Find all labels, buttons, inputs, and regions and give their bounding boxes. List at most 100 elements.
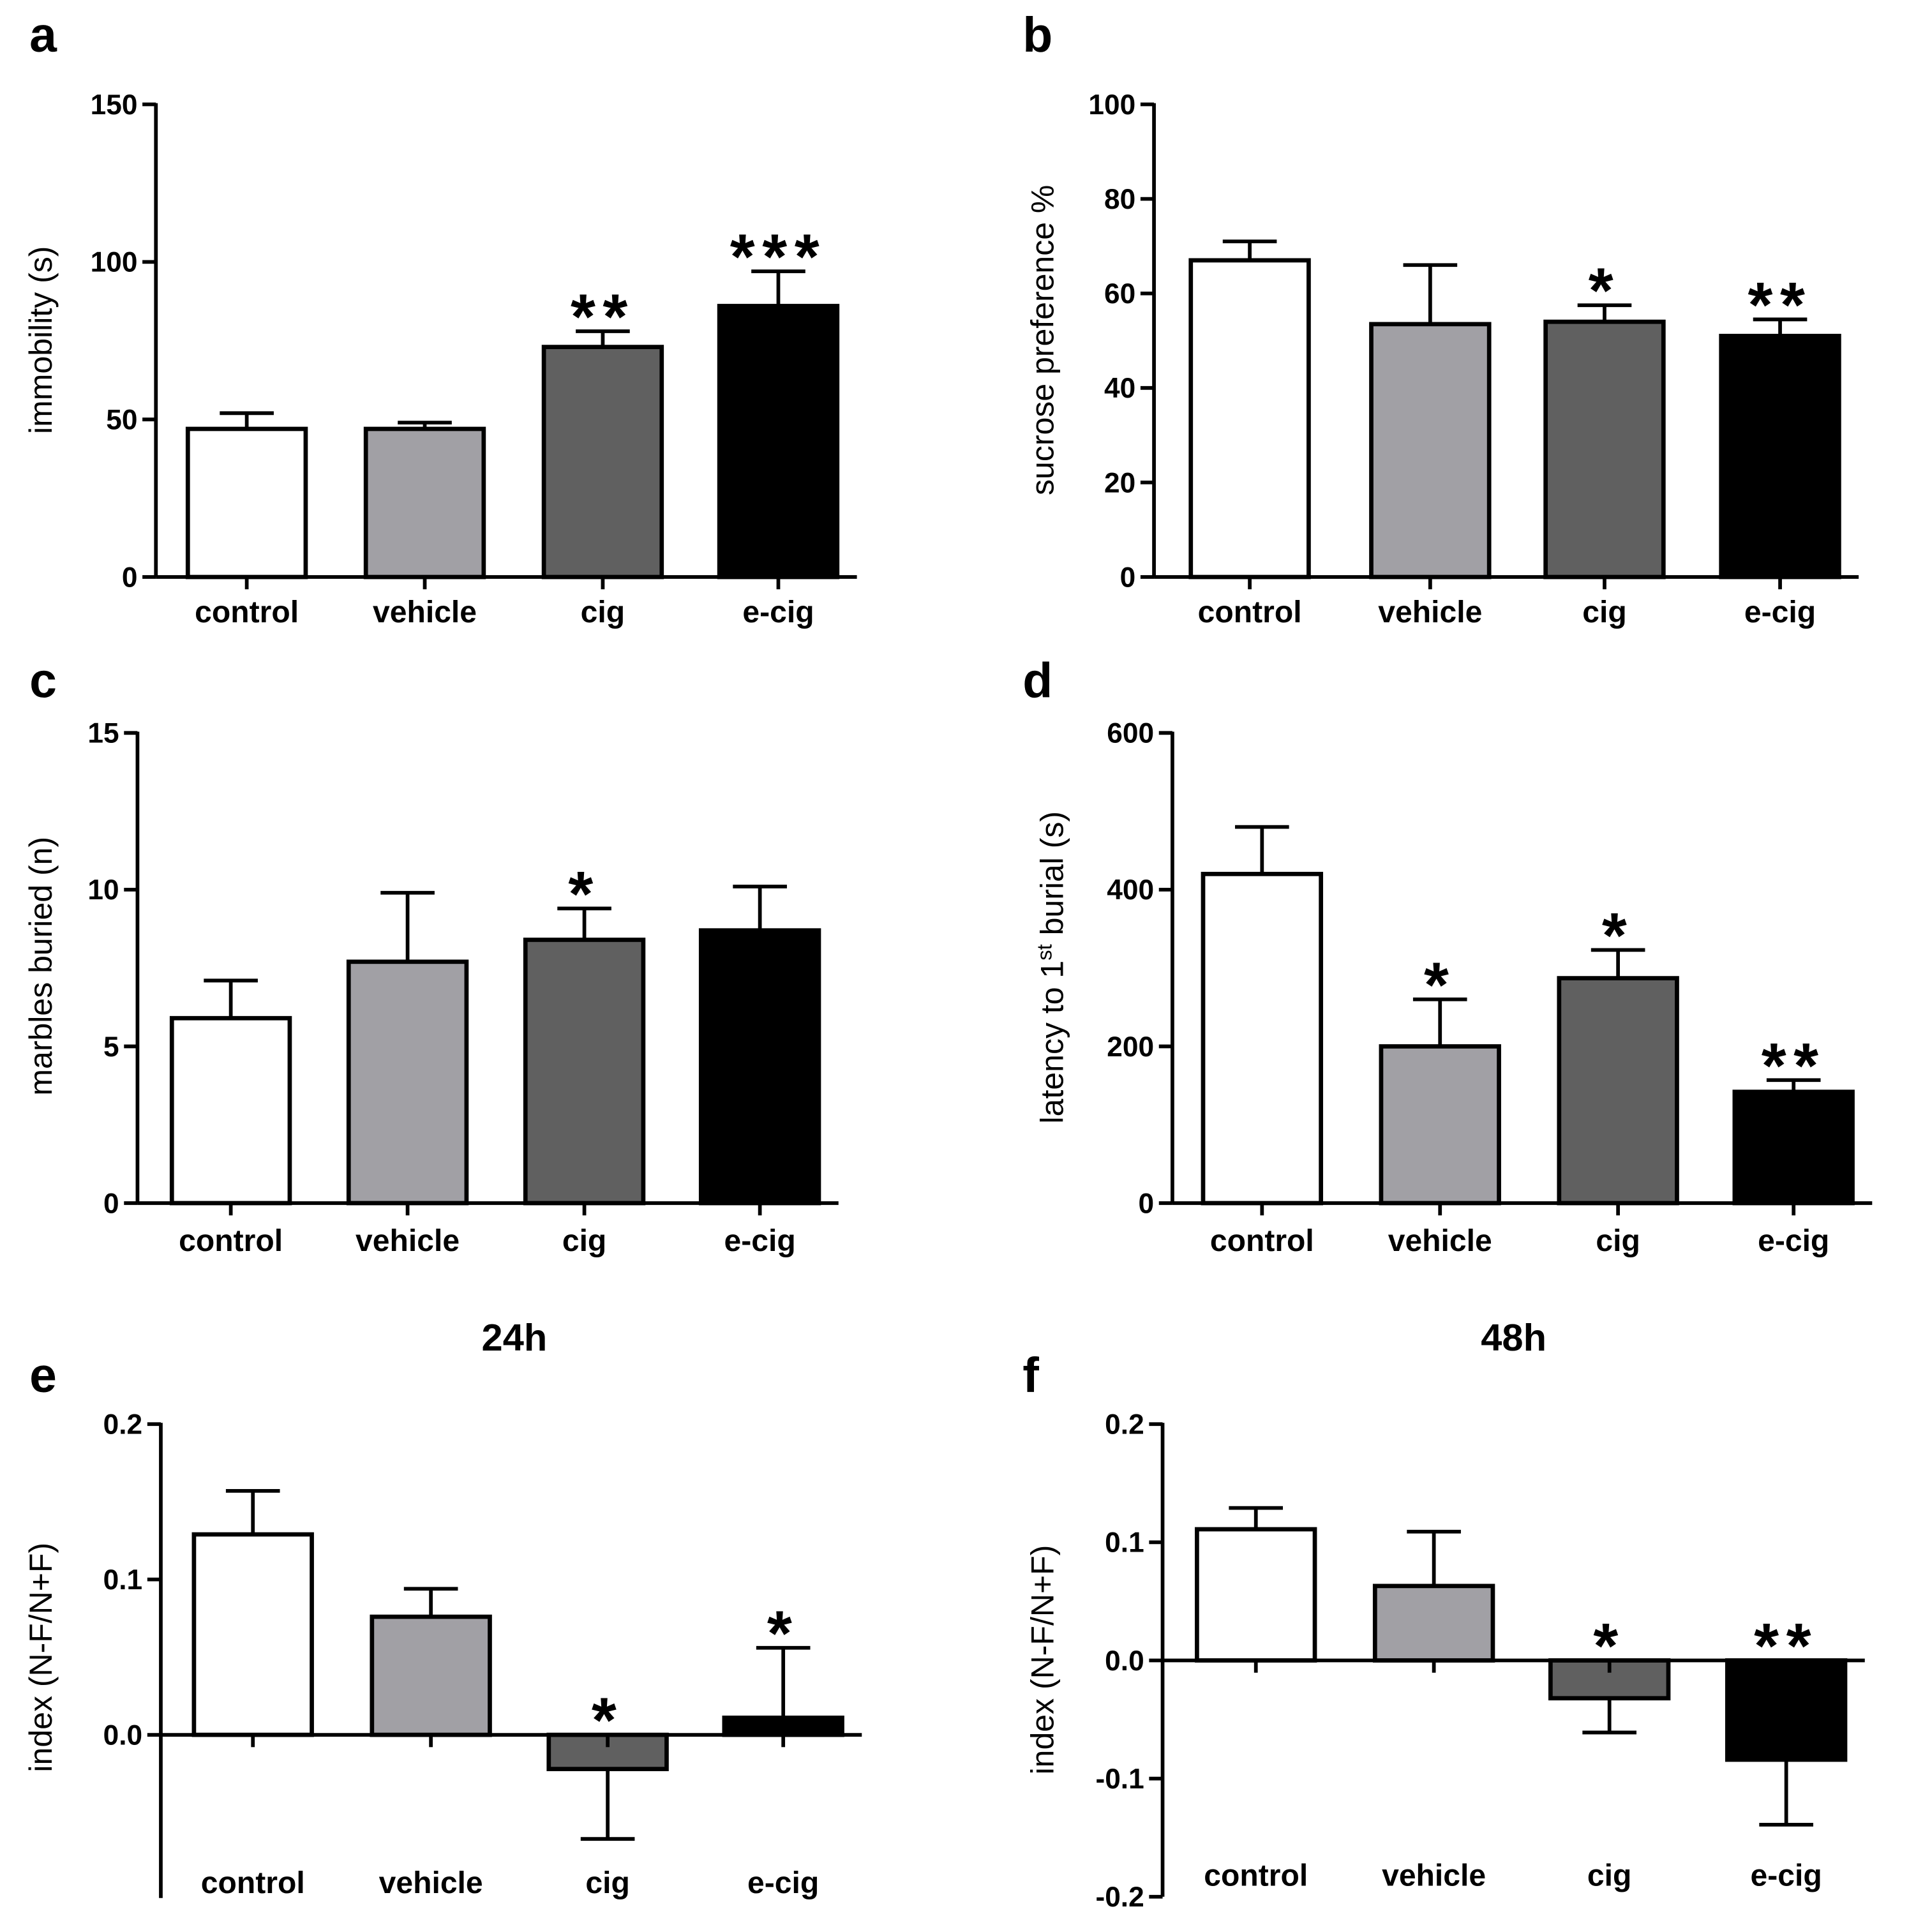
bar-control xyxy=(185,426,308,580)
panel-label: b xyxy=(1022,8,1052,63)
panel-e: e 24h 0.0 0.1 0.2 index (N-F/N+F) control vehic… xyxy=(23,1316,862,1900)
x-tick-label: vehicle xyxy=(373,595,477,629)
y-axis-label: latency to 1st burial (s) xyxy=(1032,811,1070,1124)
bar-vehicle xyxy=(346,959,469,1206)
bar-control xyxy=(191,1532,314,1737)
x-tick-label: e-cig xyxy=(1758,1224,1829,1258)
x-tick-label: e-cig xyxy=(747,1866,819,1900)
bar-vehicle xyxy=(370,1614,492,1737)
bar-cig xyxy=(1557,976,1679,1206)
bar-e-cig xyxy=(717,304,840,580)
bar-control xyxy=(1195,1527,1317,1663)
y-axis-label: immobility (s) xyxy=(23,246,59,434)
y-tick-label: 100 xyxy=(91,247,138,278)
x-tick-label: e-cig xyxy=(1751,1858,1822,1892)
bar-control xyxy=(1201,871,1324,1206)
x-tick-label: control xyxy=(1204,1858,1308,1892)
panel-label: e xyxy=(29,1348,57,1403)
bar-vehicle xyxy=(363,426,486,580)
significance-marker: * xyxy=(767,1598,799,1669)
bar-cig xyxy=(541,345,664,580)
bar-e-cig xyxy=(698,928,821,1206)
y-tick-label: 0.2 xyxy=(103,1409,142,1441)
chart-title: 24h xyxy=(482,1316,548,1359)
bar-cig xyxy=(523,938,646,1206)
y-tick-label: 200 xyxy=(1107,1031,1154,1063)
y-tick-label: 0.1 xyxy=(1105,1527,1144,1559)
x-tick-label: cig xyxy=(585,1866,629,1900)
y-tick-label: 5 xyxy=(103,1031,119,1063)
y-tick-label: 100 xyxy=(1088,89,1135,121)
x-tick-label: control xyxy=(201,1866,305,1900)
chart-title: 48h xyxy=(1481,1316,1546,1359)
x-tick-label: control xyxy=(1198,595,1302,629)
x-tick-label: cig xyxy=(581,595,625,629)
y-tick-label: 20 xyxy=(1104,467,1135,498)
x-tick-label: control xyxy=(179,1224,283,1258)
panel-label: d xyxy=(1022,654,1052,708)
x-tick-label: vehicle xyxy=(1388,1224,1492,1258)
panel-label: f xyxy=(1022,1348,1039,1403)
y-axis-label: sucrose preference % xyxy=(1024,185,1060,495)
x-tick-label: cig xyxy=(1582,595,1626,629)
significance-marker: ** xyxy=(1754,1610,1818,1682)
x-tick-label: vehicle xyxy=(1382,1858,1486,1892)
y-axis-label: marbles buried (n) xyxy=(23,837,59,1096)
y-tick-label: 0 xyxy=(1120,562,1136,593)
y-tick-label: 10 xyxy=(87,874,119,906)
y-tick-label: 150 xyxy=(91,89,138,121)
significance-marker: *** xyxy=(730,221,827,293)
significance-marker: ** xyxy=(1748,269,1813,341)
y-tick-label: 0.0 xyxy=(1105,1645,1144,1677)
significance-marker: * xyxy=(1424,949,1456,1021)
y-axis-label: index (N-F/N+F) xyxy=(1024,1545,1060,1775)
bar-cig xyxy=(1543,319,1666,580)
y-tick-label: -0.2 xyxy=(1095,1882,1144,1913)
x-tick-label: e-cig xyxy=(1744,595,1816,629)
x-tick-label: control xyxy=(1210,1224,1314,1258)
y-tick-label: 400 xyxy=(1107,874,1154,906)
bar-e-cig xyxy=(722,1715,844,1737)
y-tick-label: 50 xyxy=(106,405,137,436)
x-tick-label: e-cig xyxy=(742,595,814,629)
bar-e-cig xyxy=(1725,1658,1848,1762)
y-tick-label: 0.0 xyxy=(103,1719,142,1751)
x-tick-label: cig xyxy=(1596,1224,1640,1258)
y-tick-label: 0.1 xyxy=(103,1564,142,1596)
x-tick-label: control xyxy=(195,595,299,629)
x-tick-label: e-cig xyxy=(724,1224,796,1258)
x-tick-label: cig xyxy=(562,1224,606,1258)
x-tick-label: vehicle xyxy=(356,1224,460,1258)
significance-marker: * xyxy=(1602,900,1634,971)
y-tick-label: 60 xyxy=(1104,278,1135,310)
y-tick-label: 0 xyxy=(1138,1188,1154,1219)
significance-marker: * xyxy=(1589,255,1621,327)
y-tick-label: 40 xyxy=(1104,373,1135,404)
significance-marker: * xyxy=(592,1685,624,1756)
panel-a: a 0 50 100 150 immobility (s) control vehicle **… xyxy=(23,8,857,629)
panel-f: f 48h -0.2 -0.1 0.0 0.1 0.2 index (N-F/N+F) cont… xyxy=(1022,1316,1865,1913)
panel-label: a xyxy=(29,8,57,63)
y-axis-label: index (N-F/N+F) xyxy=(23,1543,59,1772)
bar-vehicle xyxy=(1369,322,1492,580)
panel-d: d 0 200 400 600 latency to 1st burial (s) cont… xyxy=(1022,654,1873,1258)
y-tick-label: 80 xyxy=(1104,184,1135,215)
y-tick-label: 15 xyxy=(87,718,119,749)
bar-e-cig xyxy=(1732,1090,1855,1206)
bar-e-cig xyxy=(1719,333,1841,580)
significance-marker: * xyxy=(1593,1610,1625,1682)
panel-c: c 0 5 10 15 marbles buried (n) control vehicle *… xyxy=(23,654,839,1258)
y-tick-label: 0.2 xyxy=(1105,1409,1144,1441)
x-tick-label: vehicle xyxy=(1378,595,1482,629)
significance-marker: ** xyxy=(1762,1030,1826,1102)
significance-marker: ** xyxy=(571,281,635,352)
y-tick-label: -0.1 xyxy=(1095,1764,1144,1795)
bar-vehicle xyxy=(1379,1044,1501,1206)
significance-marker: * xyxy=(568,858,600,930)
y-tick-label: 0 xyxy=(103,1188,119,1219)
bar-control xyxy=(1188,258,1311,580)
y-tick-label: 600 xyxy=(1107,718,1154,749)
bar-control xyxy=(169,1015,292,1206)
x-tick-label: cig xyxy=(1587,1858,1631,1892)
